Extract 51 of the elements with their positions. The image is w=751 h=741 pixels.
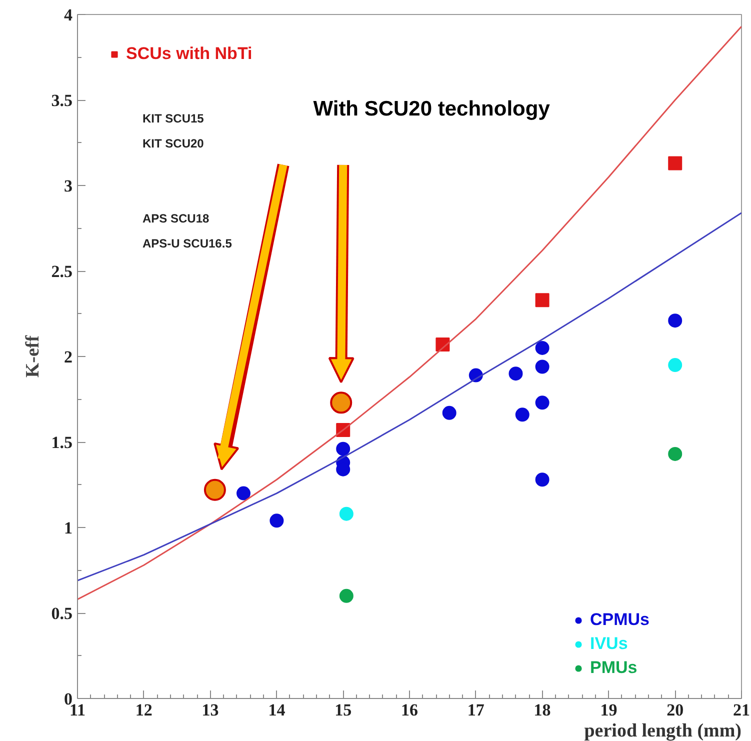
x-tick-label: 18 xyxy=(534,700,551,720)
y-tick-label: 4 xyxy=(64,6,73,24)
legend-label: CPMUs xyxy=(590,610,650,630)
x-axis-title: period length (mm) xyxy=(584,720,742,741)
point xyxy=(339,588,354,603)
x-tick-label: 21 xyxy=(733,700,750,720)
point xyxy=(204,478,226,501)
point xyxy=(668,314,682,328)
point xyxy=(515,408,530,422)
y-tick-label: 2 xyxy=(64,348,72,366)
line-series xyxy=(78,26,742,600)
annotation: With SCU20 technology xyxy=(313,98,550,121)
x-tick-label: 13 xyxy=(202,700,219,720)
annotation: KIT SCU15 xyxy=(142,112,204,126)
annotation: APS SCU18 xyxy=(142,212,210,226)
y-axis-title: K-eff xyxy=(22,334,44,378)
x-tick-label: 15 xyxy=(334,700,352,720)
y-tick-label: 0 xyxy=(64,690,72,708)
x-tick-label: 20 xyxy=(666,700,684,720)
point xyxy=(535,360,550,374)
point xyxy=(668,156,682,170)
y-tick-label: 2.5 xyxy=(51,262,72,281)
x-tick-label: 14 xyxy=(268,700,286,720)
point xyxy=(535,340,550,355)
legend-label: IVUs xyxy=(590,634,628,654)
point xyxy=(535,293,550,308)
point xyxy=(535,396,550,410)
x-tick-label: 17 xyxy=(467,700,485,720)
y-tick-label: 3.5 xyxy=(51,91,72,110)
annotation: APS-U SCU16.5 xyxy=(142,236,232,250)
legend-label: SCUs with NbTi xyxy=(126,44,252,64)
point xyxy=(330,392,352,414)
line-series xyxy=(78,212,742,582)
x-tick-label: 12 xyxy=(135,700,152,720)
legend-label: PMUs xyxy=(590,658,638,678)
y-tick-label: 1.5 xyxy=(51,433,72,452)
y-tick-label: 1 xyxy=(64,518,72,538)
point xyxy=(668,358,682,372)
point xyxy=(236,486,250,500)
point xyxy=(535,472,550,487)
annotation: KIT SCU20 xyxy=(142,136,204,150)
x-tick-label: 16 xyxy=(401,700,418,720)
point xyxy=(336,442,350,456)
y-tick-label: 3 xyxy=(64,176,72,196)
point xyxy=(270,514,284,528)
x-tick-label: 19 xyxy=(600,700,618,720)
y-tick-label: 0.5 xyxy=(51,604,72,623)
point xyxy=(442,406,456,420)
point xyxy=(508,366,523,381)
point xyxy=(668,446,682,461)
point xyxy=(339,506,354,521)
